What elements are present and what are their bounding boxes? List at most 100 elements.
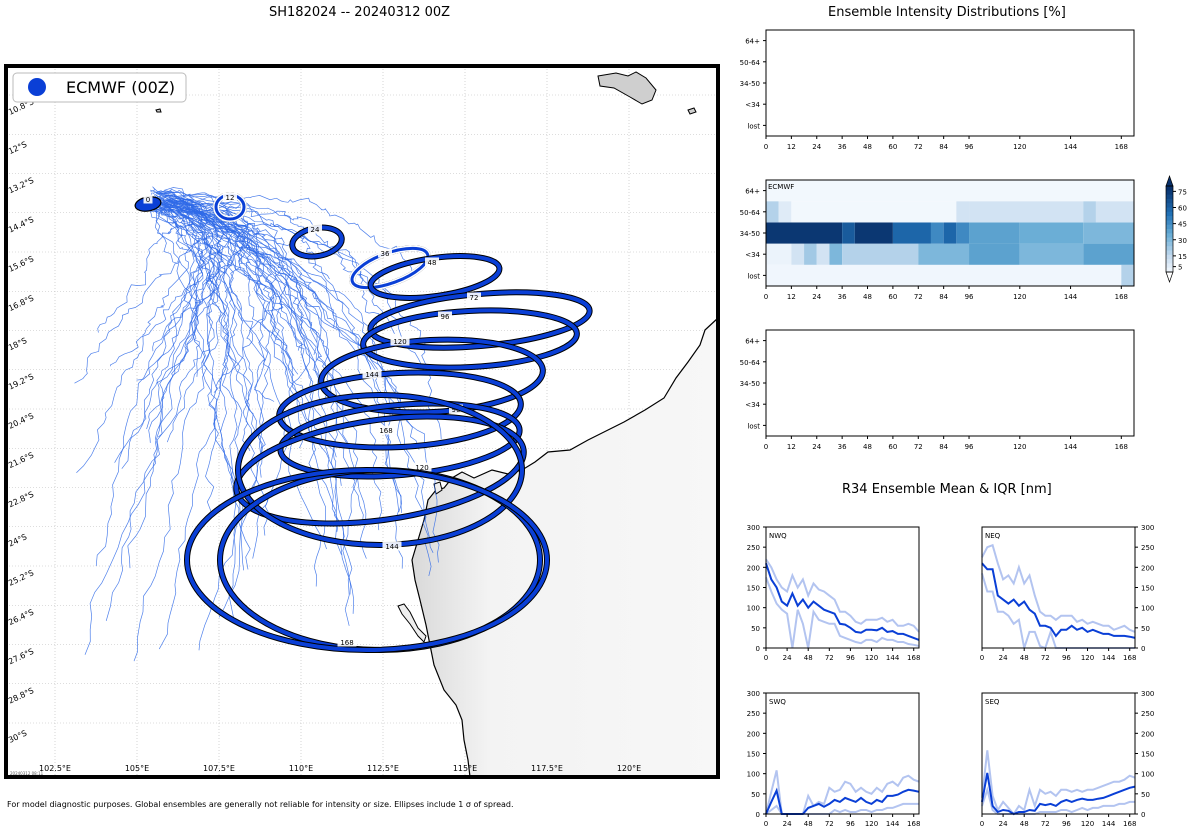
r34-y-tick: 300	[747, 524, 760, 532]
r34-x-tick: 96	[846, 820, 855, 828]
ensemble-track	[155, 190, 342, 555]
heatmap-cell	[791, 243, 805, 265]
tau-label: 48	[428, 259, 437, 267]
tau-label: 144	[365, 371, 379, 379]
heatmap-x-tick: 12	[787, 143, 796, 151]
ensemble-track	[148, 207, 232, 443]
r34-y-tick: 200	[1141, 730, 1154, 738]
heatmap-x-tick: 60	[888, 143, 897, 151]
heatmap-y-tick: 64+	[745, 38, 760, 46]
heatmap-x-tick: 84	[939, 443, 948, 451]
heatmap-y-tick: 64+	[745, 188, 760, 196]
heatmap-cell	[1083, 222, 1134, 244]
r34-x-tick: 144	[1102, 654, 1116, 662]
tau-label: 36	[381, 250, 390, 258]
heatmap-cell	[1121, 264, 1134, 286]
iqr-lower-line	[981, 573, 1135, 650]
r34-x-tick: 120	[1081, 654, 1094, 662]
r34-y-tick: 250	[747, 544, 760, 552]
lon-label: 120°E	[617, 764, 641, 773]
tau-label: 96	[452, 406, 461, 414]
heatmap-x-tick: 168	[1115, 143, 1128, 151]
heatmap-x-tick: 168	[1115, 293, 1128, 301]
r34-y-tick: 0	[756, 645, 760, 653]
heatmap-y-tick: lost	[747, 422, 760, 430]
heatmap-x-tick: 96	[965, 293, 974, 301]
r34-y-tick: 150	[1141, 585, 1154, 593]
lon-label: 107.5°E	[203, 764, 235, 773]
tau-label: 96	[441, 313, 450, 321]
heatmap-y-tick: <34	[745, 401, 760, 409]
tau-ellipse: 168	[184, 467, 550, 653]
legend-label: ECMWF (00Z)	[66, 78, 175, 97]
heatmap-series-label: ECMWF	[768, 183, 794, 191]
r34-y-tick: 300	[747, 690, 760, 698]
heatmap-x-tick: 120	[1013, 443, 1026, 451]
r34-x-tick: 0	[980, 654, 984, 662]
tau-ellipse: 120	[235, 392, 525, 548]
ensemble-track	[148, 198, 251, 570]
colorbar-tick: 45	[1178, 221, 1187, 229]
r34-x-tick: 72	[825, 654, 834, 662]
heatmap-x-tick: 48	[863, 143, 872, 151]
iqr-upper-line	[981, 750, 1136, 816]
heatmap-x-tick: 144	[1064, 443, 1078, 451]
tau-ellipse: 24	[289, 224, 345, 260]
ensemble-track	[162, 198, 429, 369]
heatmap-x-tick: 96	[965, 443, 974, 451]
r34-x-tick: 144	[886, 820, 900, 828]
heatmap-x-tick: 72	[914, 143, 923, 151]
tau-label: 120	[415, 464, 428, 472]
heatmap-x-tick: 24	[812, 143, 821, 151]
colorbar-tick: 30	[1178, 237, 1187, 245]
heatmap-y-tick: 64+	[745, 338, 760, 346]
r34-x-tick: 120	[865, 820, 878, 828]
tau-label: 0	[146, 196, 150, 204]
r34-y-tick: 200	[747, 730, 760, 738]
heatmap-cell	[804, 243, 817, 265]
iqr-upper-line	[765, 558, 920, 633]
r34-panel-label: SWQ	[769, 698, 786, 706]
r34-y-tick: 50	[1141, 791, 1150, 799]
ensemble-track	[148, 196, 237, 622]
heatmap-cell	[956, 222, 970, 244]
ensemble-track	[157, 204, 204, 377]
tau-label: 144	[385, 543, 399, 551]
r34-y-tick: 100	[747, 605, 760, 613]
r34-x-tick: 96	[1062, 820, 1071, 828]
ensemble-track	[84, 194, 193, 655]
heatmap-x-tick: 48	[863, 443, 872, 451]
heatmap-cell	[766, 264, 1122, 286]
r34-title: R34 Ensemble Mean & IQR [nm]	[842, 482, 1052, 497]
iqr-lower-line	[765, 577, 920, 649]
r34-x-tick: 168	[907, 654, 920, 662]
r34-panel-label: NWQ	[769, 532, 787, 540]
ensemble-track	[166, 205, 395, 417]
heatmap-cell	[854, 222, 893, 244]
r34-y-tick: 300	[1141, 524, 1154, 532]
heatmap-x-tick: 168	[1115, 443, 1128, 451]
r34-x-tick: 96	[846, 654, 855, 662]
tau-ellipse: 0	[134, 194, 162, 212]
heatmap-x-tick: 12	[787, 293, 796, 301]
map-legend: ECMWF (00Z)	[12, 72, 187, 103]
r34-x-tick: 168	[1123, 820, 1136, 828]
heatmap-x-tick: 0	[764, 293, 768, 301]
r34-x-tick: 48	[804, 654, 813, 662]
r34-x-tick: 144	[886, 654, 900, 662]
tau-label: 12	[226, 194, 235, 202]
r34-x-tick: 0	[764, 820, 768, 828]
ensemble-track	[114, 207, 238, 463]
r34-x-tick: 0	[980, 820, 984, 828]
r34-y-tick: 0	[756, 811, 760, 819]
heatmap-x-tick: 36	[838, 143, 847, 151]
main-title: SH182024 -- 20240312 00Z	[269, 5, 451, 20]
heatmap-cell	[969, 243, 1020, 265]
r34-y-tick: 100	[1141, 771, 1154, 779]
ensemble-track	[76, 200, 206, 473]
lon-label: 102.5°E	[39, 764, 71, 773]
ensemble-track	[155, 198, 420, 450]
heatmap-cell	[766, 201, 779, 223]
ensemble-track	[146, 198, 261, 430]
